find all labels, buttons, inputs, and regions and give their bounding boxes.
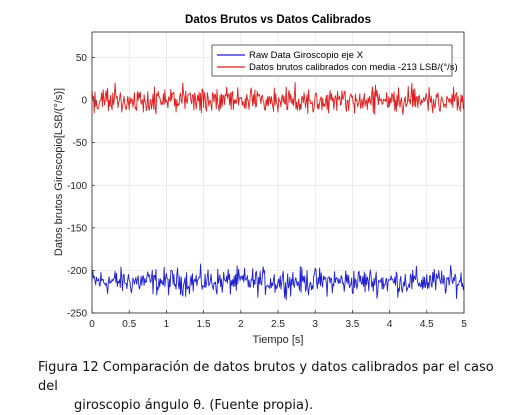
chart: Datos Brutos vs Datos Calibrados 0 0.5 1 1.… [53,14,467,346]
caption-line-2: giroscopio ángulo θ. (Fuente propia). [74,398,314,413]
y-tick-label: 50 [76,53,88,64]
legend-label-calibrated: Datos brutos calibrados con media -213 L… [249,62,458,73]
x-tick-label: 1.5 [197,319,211,330]
chart-title: Datos Brutos vs Datos Calibrados [185,14,371,26]
x-tick-label: 2.5 [271,319,285,330]
x-tick-label: 3.5 [345,319,359,330]
x-tick-label: 5 [461,319,467,330]
y-tick-label: 0 [81,96,87,107]
legend-label-raw: Raw Data Giroscopio eje X [249,50,364,61]
y-tick-label: -50 [73,138,88,149]
y-tick-label: -250 [67,309,87,320]
series-line-calibrated [91,82,465,115]
x-tick-label: 1 [164,319,170,330]
y-tick-label: -100 [67,181,87,192]
x-tick-label: 4.5 [420,319,434,330]
figure-caption: Figura 12 Comparación de datos brutos y … [38,358,510,415]
caption-line-1: Figura 12 Comparación de datos brutos y … [38,360,494,394]
x-tick-label: 2 [238,319,244,330]
x-tick-label: 3 [312,319,318,330]
y-tick-label: -150 [67,223,87,234]
legend: Raw Data Giroscopio eje X Datos brutos c… [211,44,458,77]
y-axis-label: Datos brutos Giroscopio[LSB/(°/s)] [53,88,65,256]
legend-box [211,44,453,77]
series-line-raw [91,263,465,301]
y-tick-label: -200 [67,266,87,277]
x-axis-label: Tiempo [s] [253,334,304,346]
series-group [91,82,465,301]
x-tick-label: 0.5 [122,319,136,330]
x-tick-label: 4 [387,319,393,330]
x-tick-label: 0 [89,319,95,330]
ticks: 0 0.5 1 1.5 2 2.5 3 3.5 4 4.5 5 50 0 -50 -100 -150 -200 -… [67,53,467,330]
